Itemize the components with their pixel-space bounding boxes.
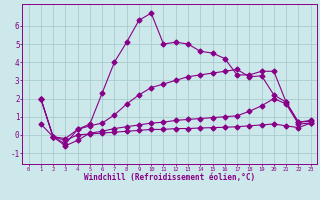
X-axis label: Windchill (Refroidissement éolien,°C): Windchill (Refroidissement éolien,°C) [84,173,255,182]
